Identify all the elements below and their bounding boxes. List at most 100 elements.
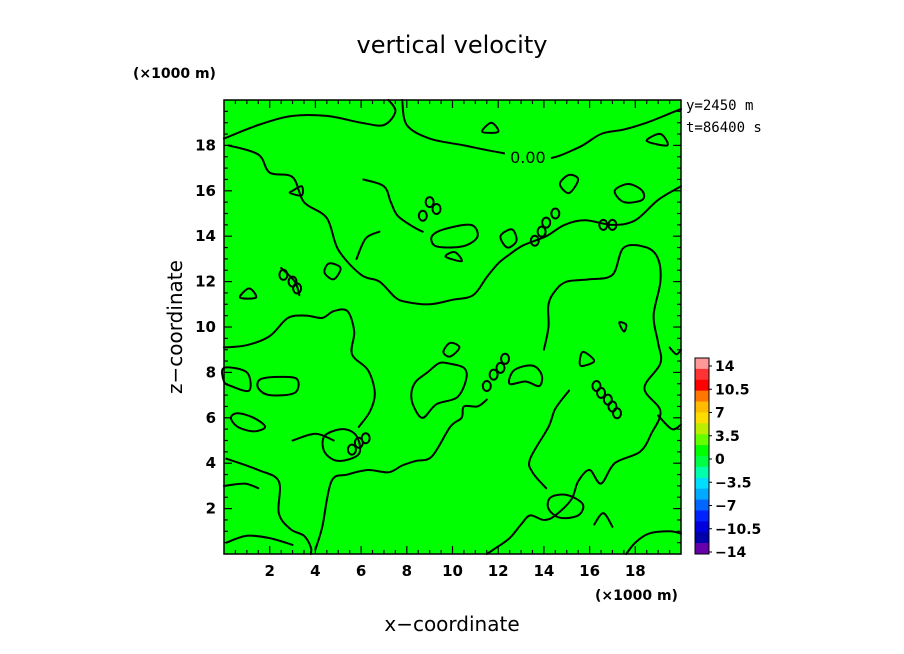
colorbar-label: −3.5 xyxy=(715,475,752,491)
y-tick-label: 16 xyxy=(195,182,216,200)
contour-label: 0.00 xyxy=(510,148,546,167)
contour-ring xyxy=(346,443,357,456)
contour-loop xyxy=(645,132,669,147)
contour-loop xyxy=(323,262,342,281)
contour-line xyxy=(401,99,682,161)
colorbar-label: −14 xyxy=(715,545,746,561)
colorbar-segment xyxy=(695,499,709,511)
colorbar-segment xyxy=(695,390,709,402)
colorbar-segment xyxy=(695,368,709,381)
contour-loop xyxy=(288,185,304,197)
contour-loop xyxy=(558,173,580,195)
contour-line xyxy=(225,534,294,546)
contour-ring xyxy=(536,225,547,238)
contour-ring xyxy=(417,209,428,222)
contour-ring xyxy=(598,218,609,231)
contour-ring xyxy=(529,234,540,247)
x-tick-labels: 2 4 6 8 10 12 14 16 18 xyxy=(264,562,645,580)
contour-line xyxy=(485,244,663,555)
colorbar-label: 3.5 xyxy=(715,429,740,445)
plot-area: 0.00 xyxy=(221,99,682,555)
colorbar-segment xyxy=(695,543,709,555)
contour-loop xyxy=(613,183,646,204)
colorbar-segment xyxy=(695,445,709,457)
x-tick-label: 16 xyxy=(579,562,600,580)
x-tick-label: 10 xyxy=(442,562,463,580)
contour-line xyxy=(223,482,260,490)
contour-line xyxy=(355,230,381,260)
y-tick-label: 8 xyxy=(206,363,216,381)
contour-line xyxy=(223,99,397,140)
colorbar-segment xyxy=(695,521,709,533)
colorbar-label: 7 xyxy=(715,406,725,422)
y-tick-label: 12 xyxy=(195,273,216,291)
x-tick-label: 14 xyxy=(533,562,554,580)
colorbar-label: 14 xyxy=(715,359,735,375)
colorbar-segment xyxy=(695,466,709,479)
contour-ring xyxy=(424,196,435,209)
contour-ring xyxy=(550,207,561,220)
velocity-field xyxy=(224,100,681,554)
colorbar xyxy=(694,357,710,555)
x-axis-title: x−coordinate xyxy=(384,612,519,636)
colorbar-segment xyxy=(695,401,709,413)
contour-line xyxy=(291,432,335,442)
info-t-label: t=86400 s xyxy=(686,120,762,136)
colorbar-segment xyxy=(695,379,709,391)
x-unit-label: (×1000 m) xyxy=(595,588,678,604)
colorbar-segment xyxy=(695,488,709,500)
y-tick-label: 18 xyxy=(195,136,216,154)
colorbar-labels: 14 10.5 7 3.5 0 −3.5 −7 −10.5 −14 xyxy=(709,359,761,561)
contour-line xyxy=(223,308,376,428)
contour-loop xyxy=(256,375,300,397)
contour-loop xyxy=(507,364,544,388)
contour-labels: 0.00 xyxy=(504,147,551,167)
contour-ring xyxy=(607,218,618,231)
x-tick-label: 12 xyxy=(488,562,509,580)
info-y-label: y=2450 m xyxy=(686,98,753,114)
contour-lines xyxy=(221,99,682,555)
colorbar-segment xyxy=(695,477,709,489)
contour-ring xyxy=(596,386,607,399)
contour-ring xyxy=(431,202,442,215)
contour-ring xyxy=(488,368,499,381)
colorbar-segment xyxy=(695,412,709,424)
contour-line xyxy=(528,389,570,490)
contour-loop xyxy=(546,493,585,520)
contour-line xyxy=(225,457,313,555)
colorbar-label: 10.5 xyxy=(715,382,750,398)
contour-loop xyxy=(410,361,468,419)
contour-ring xyxy=(292,282,303,295)
contour-loop xyxy=(238,287,258,300)
axis-ticks xyxy=(224,100,681,554)
contour-ring xyxy=(481,380,492,393)
contour-ring xyxy=(278,268,289,281)
x-tick-label: 6 xyxy=(356,562,366,580)
contour-loop xyxy=(444,251,463,263)
chart-title: vertical velocity xyxy=(357,31,548,59)
contour-loop xyxy=(442,341,461,358)
colorbar-label: −7 xyxy=(715,499,736,515)
y-tick-label: 2 xyxy=(206,500,216,518)
x-tick-label: 18 xyxy=(625,562,646,580)
colorbar-segment xyxy=(695,532,709,544)
y-tick-label: 14 xyxy=(195,227,216,245)
contour-loop xyxy=(578,350,596,367)
contour-ring xyxy=(360,432,371,445)
colorbar-label: 0 xyxy=(715,452,725,468)
contour-line xyxy=(362,178,424,233)
y-tick-label: 4 xyxy=(206,454,216,472)
y-tick-labels: 2 4 6 8 10 12 14 16 18 xyxy=(195,136,216,517)
x-tick-label: 4 xyxy=(310,562,320,580)
contour-loop xyxy=(430,223,479,249)
y-tick-label: 6 xyxy=(206,409,216,427)
x-tick-label: 8 xyxy=(402,562,412,580)
contour-line xyxy=(227,144,682,306)
colorbar-frame xyxy=(694,357,710,555)
contour-ring xyxy=(541,216,552,229)
contour-line xyxy=(314,398,488,551)
contour-line xyxy=(625,530,682,555)
contour-loop xyxy=(321,428,362,462)
colorbar-segment xyxy=(695,456,709,468)
